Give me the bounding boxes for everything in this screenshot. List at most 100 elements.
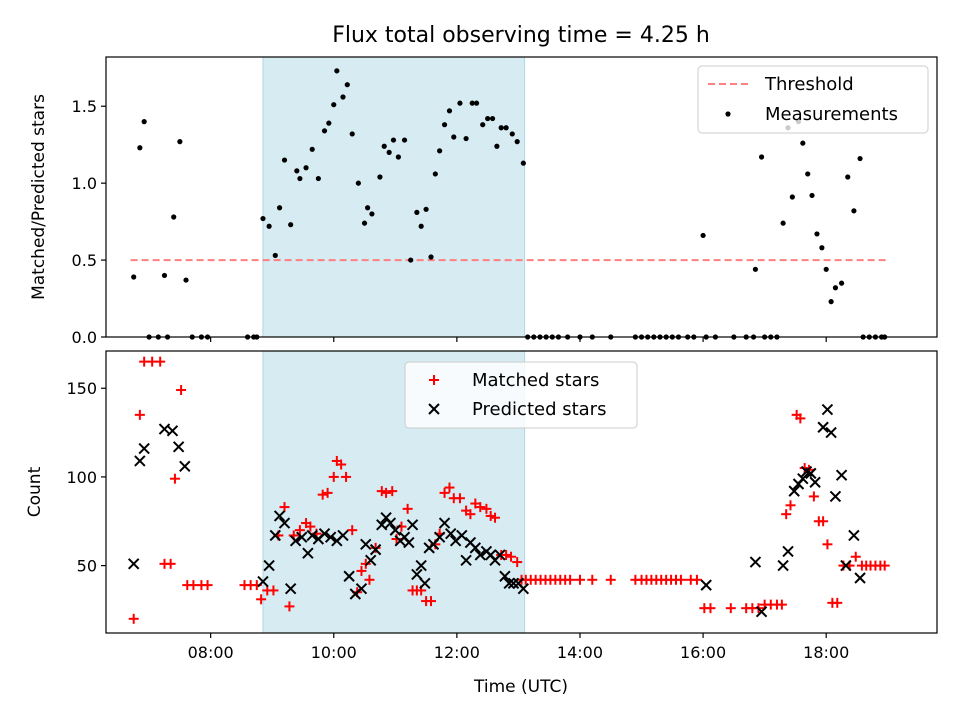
- matched-star-marker: [818, 516, 829, 527]
- x-tick-label: 12:00: [434, 643, 480, 662]
- matched-star-marker: [822, 539, 833, 550]
- legend-matched-swatch: [429, 375, 439, 385]
- predicted-star-marker: [825, 426, 837, 439]
- measurement-point: [276, 205, 283, 211]
- predicted-star-marker: [503, 577, 515, 590]
- legend-predicted-swatch: [428, 403, 440, 415]
- measurement-point: [418, 223, 424, 229]
- y-tick-label: 100: [66, 468, 97, 487]
- x-axis-label: Time (UTC): [473, 677, 568, 697]
- measurement-point: [349, 131, 355, 137]
- predicted-star-marker: [278, 517, 291, 529]
- measurement-point: [272, 252, 278, 259]
- measurement-point: [780, 220, 786, 226]
- measurement-point: [294, 168, 300, 174]
- x-tick-label: 10:00: [311, 643, 357, 662]
- legend-matched-label: Matched stars: [472, 370, 599, 391]
- measurement-point: [789, 194, 795, 200]
- predicted-star-marker: [369, 543, 382, 556]
- measurement-point: [832, 285, 839, 291]
- predicted-star-marker: [273, 510, 286, 522]
- predicted-star-marker: [507, 577, 520, 590]
- matched-star-marker: [705, 603, 716, 614]
- predicted-star-marker: [456, 529, 468, 542]
- top-axes-frame: [105, 56, 938, 338]
- measurement-point: [386, 149, 392, 155]
- measurement-point: [446, 108, 453, 114]
- measurement-point: [814, 231, 820, 237]
- matched-star-marker: [490, 512, 501, 523]
- predicted-star-marker: [474, 549, 486, 561]
- measurement-point: [288, 222, 294, 228]
- matched-star-marker: [444, 482, 455, 493]
- matched-star-marker: [169, 473, 180, 484]
- matched-star-marker: [402, 503, 413, 514]
- top-y-ticks: 0.0 0.5 1.0 1.5: [72, 97, 106, 347]
- measurement-point: [266, 223, 272, 229]
- measurement-point: [441, 122, 448, 128]
- matched-star-marker: [587, 574, 598, 585]
- predicted-star-marker: [817, 421, 829, 433]
- predicted-star-marker: [343, 570, 355, 582]
- matched-star-marker: [475, 502, 486, 513]
- measurement-point: [805, 171, 811, 177]
- matched-star-marker: [781, 509, 792, 520]
- matched-star-marker: [454, 493, 465, 504]
- predicted-star-marker: [302, 547, 314, 559]
- measurement-point: [171, 214, 177, 220]
- measurement-point: [437, 148, 443, 154]
- matched-star-marker: [785, 500, 796, 511]
- predicted-star-marker: [782, 545, 794, 558]
- y-tick-label: 50: [77, 557, 97, 576]
- measurement-point: [177, 139, 183, 145]
- predicted-star-marker: [469, 542, 482, 554]
- predicted-star-marker: [840, 559, 852, 572]
- measurement-point: [303, 165, 309, 171]
- predicted-star-marker: [324, 531, 337, 543]
- predicted-star-marker: [433, 531, 446, 543]
- bottom-legend-box: [404, 361, 638, 429]
- matched-star-marker: [565, 574, 576, 585]
- bottom-y-ticks: 50 100 150: [66, 379, 106, 576]
- measurement-point: [315, 175, 321, 182]
- measurement-point: [838, 280, 845, 286]
- predicted-star-marker: [438, 517, 451, 529]
- matched-star-marker: [387, 486, 398, 497]
- matched-star-marker: [341, 471, 352, 482]
- matched-star-marker: [305, 521, 316, 532]
- predicted-star-marker: [835, 469, 848, 481]
- matched-star-marker: [675, 574, 686, 585]
- predicted-star-marker: [749, 556, 762, 568]
- predicted-star-marker: [389, 524, 402, 536]
- predicted-star-marker: [364, 554, 377, 566]
- measurement-point: [457, 100, 463, 106]
- predicted-star-marker: [355, 582, 368, 595]
- measurement-point: [355, 180, 361, 186]
- measurement-point: [432, 171, 438, 177]
- x-tick-label: 16:00: [680, 643, 726, 662]
- predicted-star-marker: [777, 559, 789, 572]
- predicted-star-marker: [284, 582, 297, 595]
- predicted-star-marker: [289, 535, 302, 547]
- predicted-star-marker: [406, 519, 419, 531]
- measurement-point: [514, 139, 520, 145]
- predicted-star-marker: [376, 519, 388, 531]
- measurement-point: [828, 299, 834, 305]
- top-shaded-span: [262, 56, 526, 338]
- matched-star-marker: [176, 385, 187, 396]
- measurement-point: [480, 122, 486, 128]
- measurement-point: [423, 206, 429, 212]
- matched-star-marker: [256, 594, 267, 605]
- measurement-point: [381, 143, 387, 149]
- measurement-point: [326, 120, 332, 126]
- predicted-star-marker: [257, 575, 269, 588]
- predicted-star-marker: [821, 403, 834, 416]
- measurement-point: [845, 174, 851, 180]
- x-tick-label: 08:00: [188, 643, 234, 662]
- matched-star-marker: [506, 551, 517, 562]
- measurement-point: [498, 125, 504, 131]
- measurement-point: [494, 143, 500, 149]
- measurement-point: [141, 119, 147, 125]
